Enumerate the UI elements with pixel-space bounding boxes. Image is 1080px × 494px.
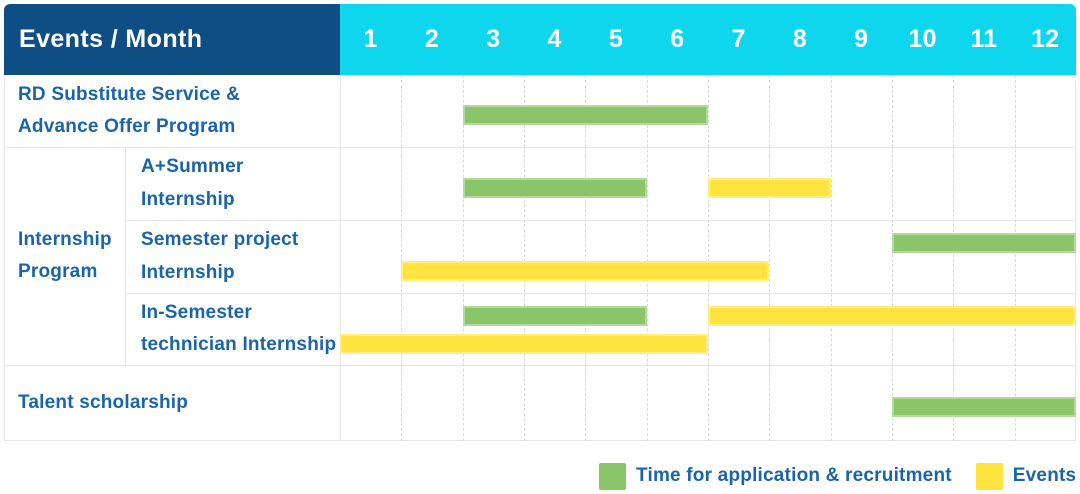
month-separator-line	[953, 75, 955, 441]
legend-swatch-recruitment-green	[599, 462, 626, 490]
bar-row4-recruitment-m10-m12	[892, 397, 1076, 417]
grid-line-horizontal	[4, 365, 1076, 366]
month-separator-line	[769, 75, 771, 441]
grid-line-vertical	[4, 75, 5, 441]
row-label-semester-project-internship: Semester project Internship	[141, 229, 299, 283]
bar-row3-event-m1-m6	[340, 334, 708, 354]
month-header-6: 6	[670, 25, 685, 53]
month-separator-line	[830, 75, 832, 441]
bar-row2-event-m2-m7	[401, 261, 770, 281]
month-header-7: 7	[731, 25, 746, 53]
header-corner-label: Events / Month	[19, 25, 203, 53]
grid-line-horizontal	[125, 293, 1076, 294]
grid-line-horizontal	[125, 220, 1076, 221]
row-label-rd-substitute-service: RD Substitute Service & Advance Offer Pr…	[18, 83, 241, 137]
bar-row0-recruitment-m3-m6	[462, 105, 708, 125]
bar-row2-recruitment-m10-m12	[892, 233, 1076, 253]
month-header-5: 5	[608, 25, 624, 53]
month-separator-line	[708, 75, 709, 441]
month-header-4: 4	[547, 25, 562, 53]
group-label-internship-program: Internship Program	[18, 228, 112, 282]
group-divider-line	[125, 147, 126, 365]
row-label-talent-scholarship: Talent scholarship	[18, 391, 189, 413]
month-header-3: 3	[486, 25, 501, 53]
row-label-a-plus-summer-internship: A+Summer Internship	[141, 156, 244, 210]
month-header-10: 10	[908, 25, 937, 53]
month-header-row: 1 2 3 4 5 6 7 8 9 10 11 12	[340, 4, 1076, 75]
grid-line-vertical	[340, 75, 341, 441]
bar-row1-event-m7-m8	[708, 177, 831, 198]
month-separator-line	[646, 75, 648, 441]
month-header-12: 12	[1031, 25, 1060, 53]
month-separator-line	[401, 75, 403, 441]
month-header-1: 1	[363, 25, 378, 53]
month-separator-line	[892, 75, 893, 441]
header-corner-cell: Events / Month	[4, 4, 340, 75]
month-separator-line	[462, 75, 464, 441]
bar-row3-recruitment-m3-m5	[462, 306, 647, 326]
bar-row3-event-m7-m12	[708, 306, 1076, 326]
bar-row1-recruitment-m3-m5	[462, 177, 647, 198]
month-separator-line	[524, 75, 525, 441]
grid-line-horizontal	[4, 147, 1076, 148]
legend: Time for application & recruitment Event…	[599, 462, 1076, 490]
legend-swatch-events-yellow	[975, 462, 1003, 490]
grid-line-vertical	[1075, 75, 1076, 441]
month-header-2: 2	[424, 25, 440, 53]
month-separator-line	[585, 75, 587, 441]
month-header-8: 8	[792, 25, 808, 53]
legend-label-events: Events	[1012, 465, 1077, 486]
grid-line-horizontal	[4, 440, 1076, 441]
row-label-in-semester-technician-internship: In-Semester technician Internship	[141, 301, 337, 355]
legend-label-recruitment: Time for application & recruitment	[636, 465, 952, 486]
month-header-9: 9	[854, 25, 869, 53]
month-header-11: 11	[970, 25, 998, 53]
month-separator-line	[1014, 75, 1016, 441]
